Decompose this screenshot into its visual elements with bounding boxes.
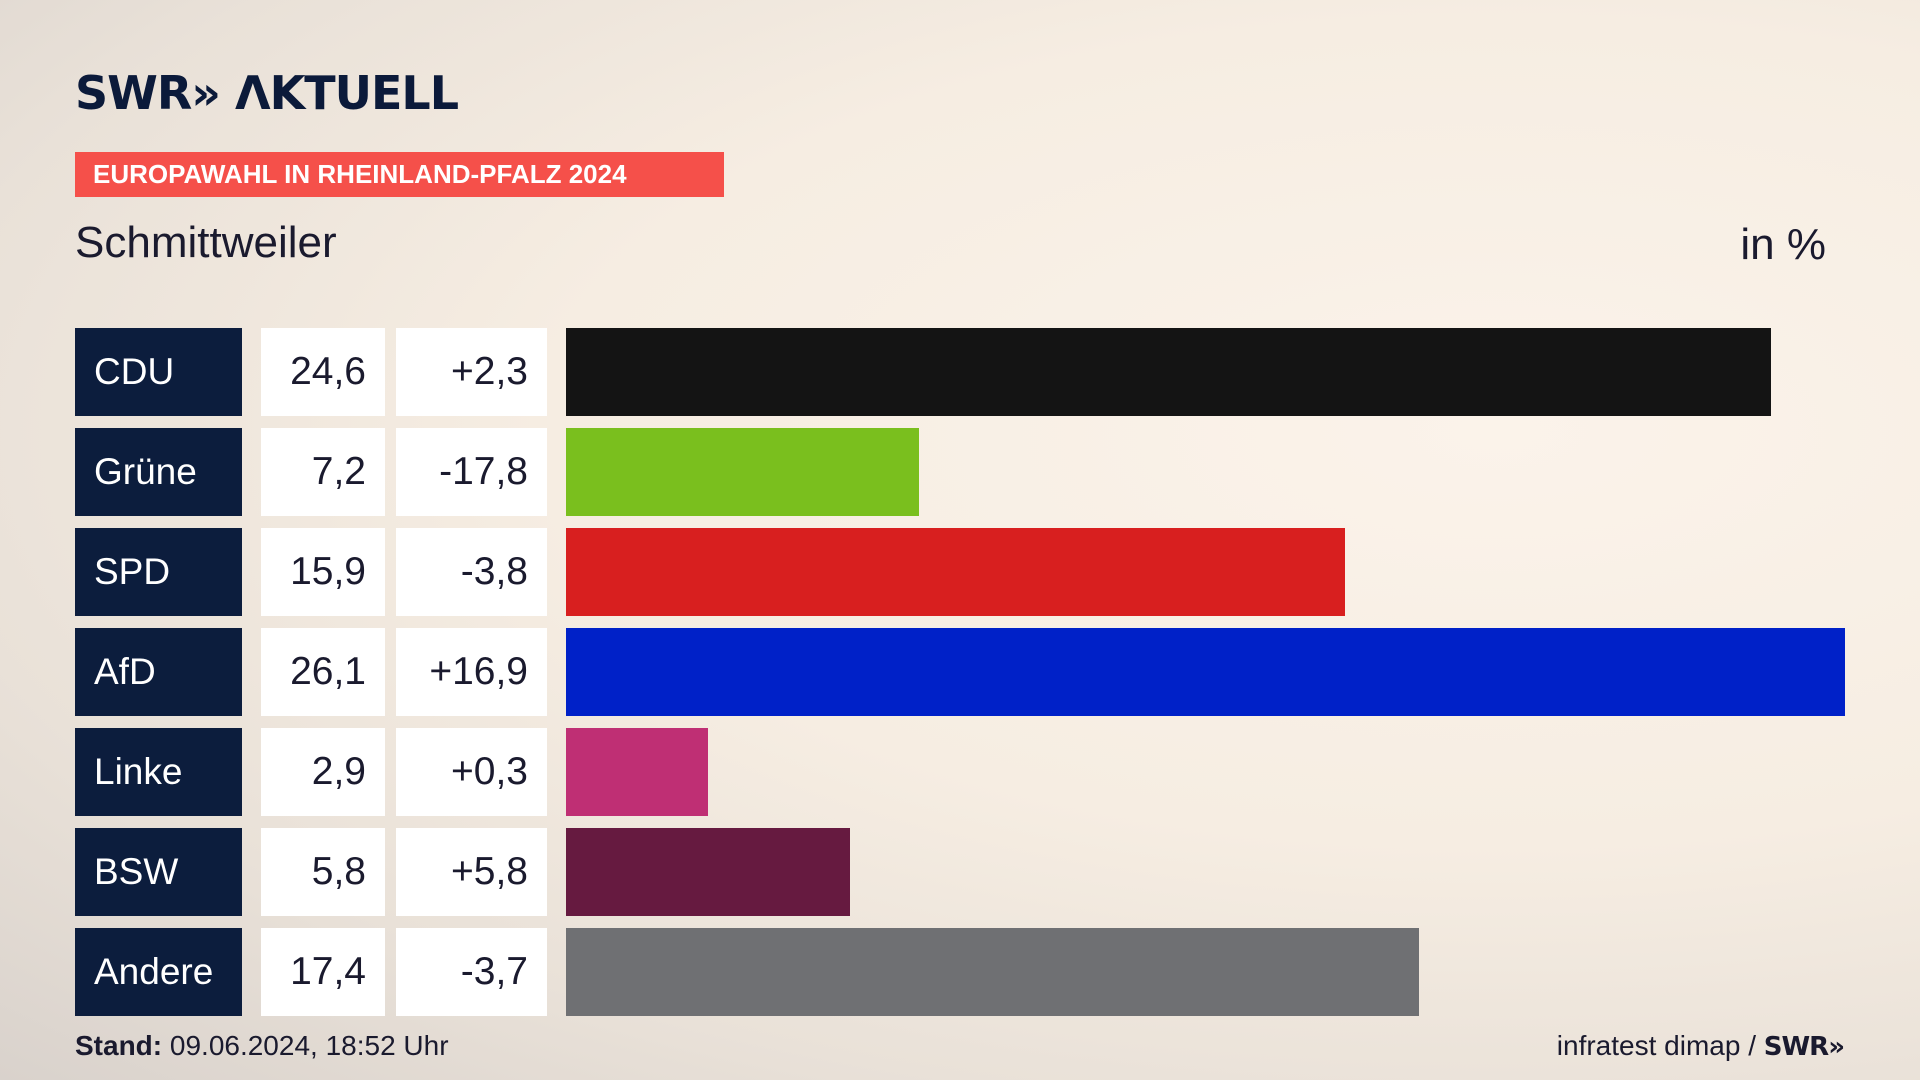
vote-share-label: 2,9 [261,728,385,816]
result-bar [566,428,919,516]
result-bar [566,728,708,816]
party-label: Linke [75,728,242,816]
election-banner: EUROPAWAHL IN RHEINLAND-PFALZ 2024 [75,152,724,197]
result-bar [566,328,1771,416]
result-row: Andere 17,4 -3,7 [75,928,1845,1016]
party-label: CDU [75,328,242,416]
change-label: +5,8 [396,828,547,916]
result-bar [566,828,850,916]
vote-share-label: 24,6 [261,328,385,416]
result-bar [566,928,1419,1016]
vote-share-label: 17,4 [261,928,385,1016]
vote-share-label: 26,1 [261,628,385,716]
municipality-title: Schmittweiler [75,218,337,267]
result-row: CDU 24,6 +2,3 [75,328,1845,416]
party-label: Grüne [75,428,242,516]
stand-value: 09.06.2024, 18:52 Uhr [169,1030,449,1061]
change-label: +16,9 [396,628,547,716]
vote-share-label: 15,9 [261,528,385,616]
source-text: infratest dimap / [1556,1030,1756,1061]
change-label: -3,7 [396,928,547,1016]
result-row: Linke 2,9 +0,3 [75,728,1845,816]
result-row: AfD 26,1 +16,9 [75,628,1845,716]
result-bar [566,628,1845,716]
party-label: Andere [75,928,242,1016]
result-row: SPD 15,9 -3,8 [75,528,1845,616]
change-label: +0,3 [396,728,547,816]
change-label: -3,8 [396,528,547,616]
change-label: +2,3 [396,328,547,416]
vote-share-label: 5,8 [261,828,385,916]
vote-share-label: 7,2 [261,428,385,516]
result-row: Grüne 7,2 -17,8 [75,428,1845,516]
swr-footer-logo: SWR» [1763,1032,1845,1062]
swr-aktuell-logo: SWR» ΛKTUELL [75,66,459,120]
result-bar [566,528,1345,616]
party-label: BSW [75,828,242,916]
timestamp: Stand: 09.06.2024, 18:52 Uhr [75,1030,449,1062]
unit-label: in % [1740,220,1826,269]
party-label: SPD [75,528,242,616]
party-label: AfD [75,628,242,716]
change-label: -17,8 [396,428,547,516]
result-row: BSW 5,8 +5,8 [75,828,1845,916]
stand-label: Stand: [75,1030,163,1061]
source-credit: infratest dimap / SWR» [1556,1030,1845,1062]
